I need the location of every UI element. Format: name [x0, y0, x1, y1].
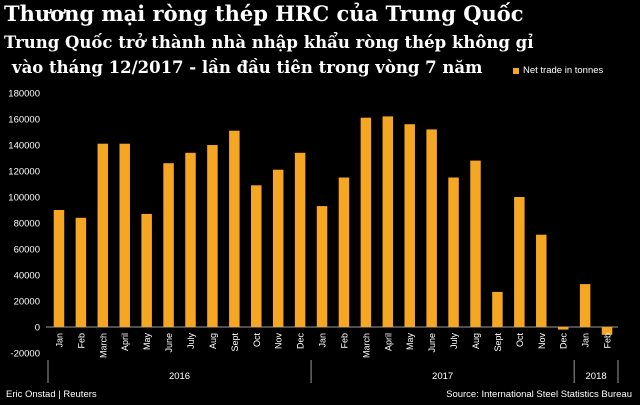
bar	[536, 234, 547, 327]
y-tick-label: 60000	[14, 245, 40, 256]
bar	[185, 152, 196, 327]
bar	[514, 197, 525, 327]
category-label: Oct	[515, 333, 525, 348]
category-label: Feb	[603, 333, 613, 349]
footer-credit: Eric Onstad | Reuters	[6, 389, 97, 400]
category-label: April	[120, 333, 130, 351]
category-label: Sept	[493, 333, 503, 352]
bar	[338, 177, 350, 327]
bar	[470, 160, 481, 327]
bar	[316, 206, 328, 327]
bar	[294, 152, 306, 327]
category-label: Jan	[318, 333, 328, 348]
bar	[97, 143, 109, 327]
y-tick-label: 140000	[8, 141, 40, 152]
bar	[272, 169, 284, 327]
category-label: Jan	[581, 333, 591, 348]
category-label: May	[142, 333, 152, 351]
year-label: 2017	[432, 371, 453, 382]
bar	[207, 145, 218, 327]
y-tick-label: -20000	[10, 349, 40, 360]
category-label: March	[98, 333, 108, 358]
bar	[557, 327, 569, 330]
category-label: Dec	[559, 333, 569, 350]
bar	[492, 291, 503, 327]
category-label: Nov	[537, 333, 547, 350]
category-label: Oct	[252, 333, 262, 348]
category-label: Feb	[76, 333, 86, 349]
category-label: Aug	[208, 333, 218, 349]
year-label: 2016	[169, 371, 190, 382]
category-label: Feb	[339, 333, 349, 349]
category-label: July	[449, 333, 459, 350]
bar	[601, 327, 613, 335]
bar	[163, 163, 174, 327]
category-label: April	[383, 333, 393, 351]
category-label: Dec	[296, 333, 306, 350]
bar	[404, 124, 415, 327]
bar	[426, 129, 437, 327]
bar	[229, 130, 240, 327]
bar	[360, 117, 372, 327]
category-label: Sept	[230, 333, 240, 352]
y-tick-label: 120000	[8, 167, 40, 178]
y-tick-label: 80000	[14, 219, 40, 230]
legend-swatch	[513, 67, 519, 74]
y-tick-label: 180000	[8, 89, 40, 100]
category-label: Jan	[54, 333, 64, 348]
chart-legend: Net trade in tonnes	[513, 65, 603, 76]
y-tick-label: 40000	[14, 271, 40, 282]
category-label: June	[427, 333, 437, 353]
chart-title: Thương mại ròng thép HRC của Trung Quốc	[4, 1, 524, 26]
y-tick-label: 160000	[8, 115, 40, 126]
footer-source: Source: International Steel Statistics B…	[446, 389, 632, 400]
y-tick-label: 100000	[8, 193, 40, 204]
legend-label: Net trade in tonnes	[523, 65, 604, 76]
y-tick-label: 20000	[14, 297, 40, 308]
category-label: Nov	[274, 333, 284, 350]
category-label: May	[405, 333, 415, 351]
bar	[579, 284, 591, 327]
category-label: June	[164, 333, 174, 353]
bar	[382, 116, 394, 328]
chart-subtitle-line1: Trung Quốc trở thành nhà nhập khẩu ròng …	[4, 33, 534, 52]
bar	[141, 213, 152, 327]
bar	[75, 217, 87, 327]
bar	[119, 143, 130, 327]
category-label: March	[361, 333, 371, 358]
y-tick-label: 0	[35, 323, 40, 334]
bar	[53, 210, 65, 327]
year-label: 2018	[586, 371, 607, 382]
category-label: Aug	[471, 333, 481, 349]
bar	[251, 185, 262, 327]
bar	[448, 177, 459, 327]
chart-subtitle-line2: vào tháng 12/2017 - lần đầu tiên trong v…	[12, 58, 483, 77]
category-label: July	[186, 333, 196, 350]
